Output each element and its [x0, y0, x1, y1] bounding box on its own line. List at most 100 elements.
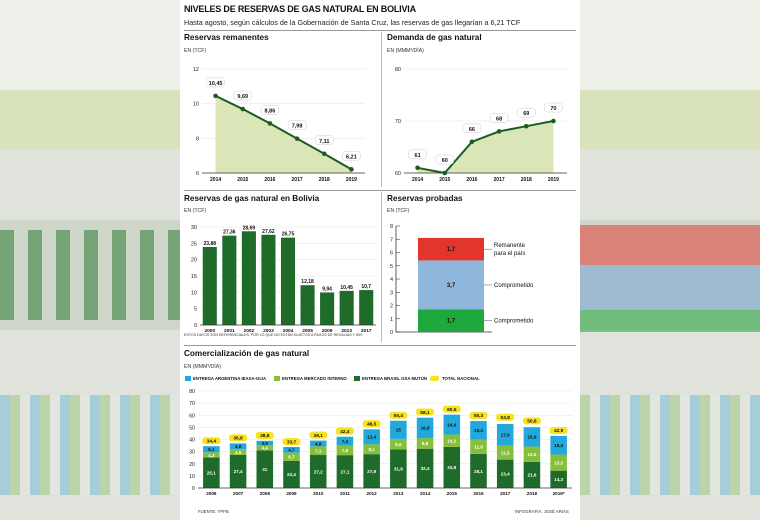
y-tick-label: 5 — [194, 307, 197, 313]
total-label: 33,7 — [287, 439, 297, 445]
bar — [222, 235, 237, 325]
total-label-box — [255, 431, 274, 439]
stacked-segment — [496, 445, 514, 460]
series-line-segment — [296, 137, 325, 155]
y-tick-label: 70 — [395, 119, 401, 125]
y-tick-label: 3 — [390, 290, 393, 296]
y-tick-label: 40 — [189, 438, 195, 444]
y-tick-label: 20 — [189, 462, 195, 468]
data-label-box — [260, 105, 280, 115]
y-tick-label: 70 — [189, 401, 195, 407]
total-label: 36,8 — [233, 436, 243, 442]
total-label: 48,5 — [367, 421, 377, 427]
segment-label: 21,6 — [527, 473, 536, 478]
series-line-segment — [242, 108, 271, 125]
panel-unit-proven-reserves: EN (TCF) — [387, 208, 410, 214]
y-tick-label: 2 — [390, 304, 393, 310]
stacked-segment — [496, 459, 514, 488]
segment-label: 8,6 — [395, 442, 402, 447]
segment-label: 11,8 — [474, 445, 483, 450]
x-tick-label: 2018 — [521, 177, 532, 183]
stacked-segment — [363, 429, 380, 445]
series-line-segment — [443, 141, 473, 174]
data-label: 66 — [469, 127, 475, 133]
data-label: 10,7 — [361, 284, 371, 290]
data-label: 9,69 — [237, 94, 248, 100]
stacked-segment — [229, 449, 247, 455]
stacked-segment — [418, 309, 484, 332]
data-label: 10,45 — [340, 285, 353, 291]
segment-label: 15,4 — [554, 443, 563, 448]
stacked-segment — [550, 454, 567, 471]
stacked-segment — [203, 452, 220, 458]
segment-label: 31 — [262, 467, 268, 472]
data-label: 7,11 — [319, 139, 329, 145]
panel-unit-demand: EN (MMM³/DÍA) — [387, 48, 424, 54]
segment-label: 4,6 — [235, 450, 242, 455]
segment-label: 4,3 — [208, 453, 215, 458]
area-fill — [417, 121, 554, 173]
x-tick-label: 2016 — [473, 491, 484, 496]
data-label-box — [517, 107, 536, 118]
series-line-segment — [526, 120, 554, 128]
total-label: 55,3 — [474, 413, 484, 419]
stacked-segment — [416, 417, 434, 439]
segment-name: Comprometido — [494, 283, 534, 289]
gas-demand-chart: 80 70 60 61 2014 60 2015 66 2016 68 2017 69 2018 70 20… — [395, 67, 567, 183]
legend-swatch-domestic — [274, 376, 280, 381]
total-label-box — [309, 431, 328, 439]
segment-label: 25,1 — [207, 471, 216, 476]
x-tick-label: 2014 — [412, 177, 423, 183]
stacked-segment — [336, 445, 354, 456]
x-tick-label: 2009 — [322, 328, 333, 334]
x-tick-label: 2017 — [494, 177, 505, 183]
data-point — [415, 165, 420, 171]
bar — [202, 246, 217, 325]
stacked-segment — [470, 421, 487, 440]
data-label-box — [233, 90, 252, 101]
y-tick-label: 8 — [390, 224, 393, 230]
bar — [241, 231, 256, 325]
data-label-box — [408, 149, 427, 160]
data-point — [523, 123, 529, 129]
stacked-segment — [229, 443, 247, 450]
legend-swatch-argentina — [185, 376, 191, 381]
stacked-segment — [309, 455, 327, 488]
y-tick-label: 15 — [191, 274, 197, 280]
total-label-box — [496, 413, 515, 421]
segment-label: 22,4 — [287, 472, 296, 477]
stacked-segment — [363, 454, 380, 488]
total-label-box — [469, 411, 488, 419]
series-line-segment — [323, 152, 352, 171]
stacked-segment — [283, 452, 300, 461]
total-label: 42,4 — [340, 429, 350, 435]
data-label: 8,86 — [265, 108, 276, 114]
data-label-box — [315, 135, 334, 146]
divider — [184, 190, 576, 191]
segment-label: 8,8 — [422, 441, 429, 446]
data-label: 12,18 — [301, 279, 314, 285]
x-tick-label: 2001 — [224, 328, 235, 334]
panel-unit-bolivia-reserves: EN (TCF) — [184, 208, 207, 214]
panel-divider — [381, 192, 382, 342]
segment-label: 1,7 — [447, 319, 456, 325]
total-label: 53,8 — [501, 415, 511, 421]
y-tick-label: 1 — [390, 317, 393, 323]
bar — [339, 290, 354, 325]
segment-label: 32,4 — [421, 466, 430, 471]
segment-label: 1,7 — [447, 247, 456, 253]
panel-title-demand: Demanda de gas natural — [387, 33, 482, 42]
x-tick-label: 2017 — [361, 328, 372, 334]
segment-label: 3,7 — [447, 283, 456, 289]
stacked-segment — [523, 461, 541, 488]
data-point — [442, 170, 448, 176]
segment-label: 8,1 — [368, 447, 375, 452]
reserves-note: ESTOS DATOS SON REFERENCIALES, POR LO QU… — [184, 333, 363, 337]
stacked-segment — [416, 438, 434, 449]
segment-label: 16,8 — [421, 426, 430, 431]
x-tick-label: 2016 — [466, 177, 477, 183]
segment-label: 27,2 — [314, 469, 323, 474]
data-point — [213, 93, 218, 99]
series-line-segment — [471, 130, 500, 143]
y-tick-label: 30 — [189, 450, 195, 456]
